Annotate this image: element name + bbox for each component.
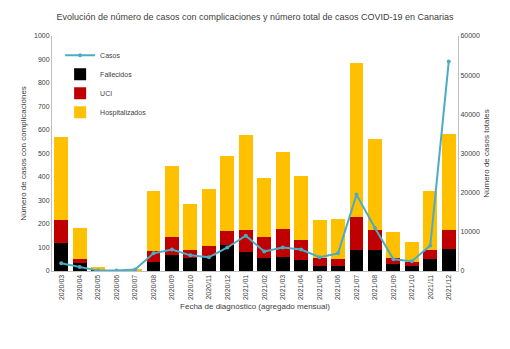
svg-text:Casos: Casos (100, 52, 120, 59)
svg-text:200: 200 (38, 220, 50, 227)
svg-text:UCI: UCI (100, 90, 112, 97)
svg-text:2021/09: 2021/09 (390, 275, 397, 300)
svg-text:800: 800 (38, 79, 50, 86)
svg-text:300: 300 (38, 197, 50, 204)
svg-text:2020/03: 2020/03 (58, 275, 65, 300)
svg-text:400: 400 (38, 173, 50, 180)
svg-text:2021/12: 2021/12 (445, 275, 452, 300)
svg-text:30000: 30000 (460, 150, 480, 157)
svg-text:100: 100 (38, 244, 50, 251)
svg-text:2020/07: 2020/07 (131, 275, 138, 300)
svg-text:Evolución de número de casos c: Evolución de número de casos con complic… (56, 12, 454, 22)
svg-text:600: 600 (38, 126, 50, 133)
svg-text:2020/04: 2020/04 (76, 275, 83, 300)
svg-text:2020/06: 2020/06 (113, 275, 120, 300)
svg-text:10000: 10000 (460, 228, 480, 235)
svg-text:20000: 20000 (460, 189, 480, 196)
svg-text:500: 500 (38, 150, 50, 157)
svg-text:2021/07: 2021/07 (353, 275, 360, 300)
svg-text:2021/11: 2021/11 (427, 275, 434, 300)
svg-text:700: 700 (38, 103, 50, 110)
svg-text:2021/01: 2021/01 (242, 275, 249, 300)
svg-text:2020/12: 2020/12 (224, 275, 231, 300)
svg-text:2020/08: 2020/08 (150, 275, 157, 300)
svg-text:Fallecidos: Fallecidos (100, 71, 132, 78)
svg-text:2020/05: 2020/05 (94, 275, 101, 300)
svg-text:Fecha de diagnóstico (agregado: Fecha de diagnóstico (agregado mensual) (180, 302, 330, 311)
svg-text:60000: 60000 (460, 32, 480, 39)
svg-text:50000: 50000 (460, 72, 480, 79)
svg-text:2021/02: 2021/02 (261, 275, 268, 300)
svg-text:40000: 40000 (460, 111, 480, 118)
svg-text:Número de casos totales: Número de casos totales (482, 109, 491, 198)
svg-text:900: 900 (38, 56, 50, 63)
svg-text:2020/10: 2020/10 (187, 275, 194, 300)
svg-text:0: 0 (460, 267, 464, 274)
svg-text:Número de casos con complicaci: Número de casos con complicaciones (19, 86, 28, 221)
svg-text:2021/05: 2021/05 (316, 275, 323, 300)
svg-text:2021/10: 2021/10 (408, 275, 415, 300)
svg-text:2020/11: 2020/11 (205, 275, 212, 300)
svg-text:2020/09: 2020/09 (168, 275, 175, 300)
svg-text:0: 0 (46, 267, 50, 274)
svg-text:1000: 1000 (34, 32, 50, 39)
svg-text:2021/08: 2021/08 (371, 275, 378, 300)
svg-text:2021/06: 2021/06 (334, 275, 341, 300)
svg-text:2021/03: 2021/03 (279, 275, 286, 300)
svg-text:2021/04: 2021/04 (297, 275, 304, 300)
svg-text:Hospitalizados: Hospitalizados (100, 109, 146, 117)
